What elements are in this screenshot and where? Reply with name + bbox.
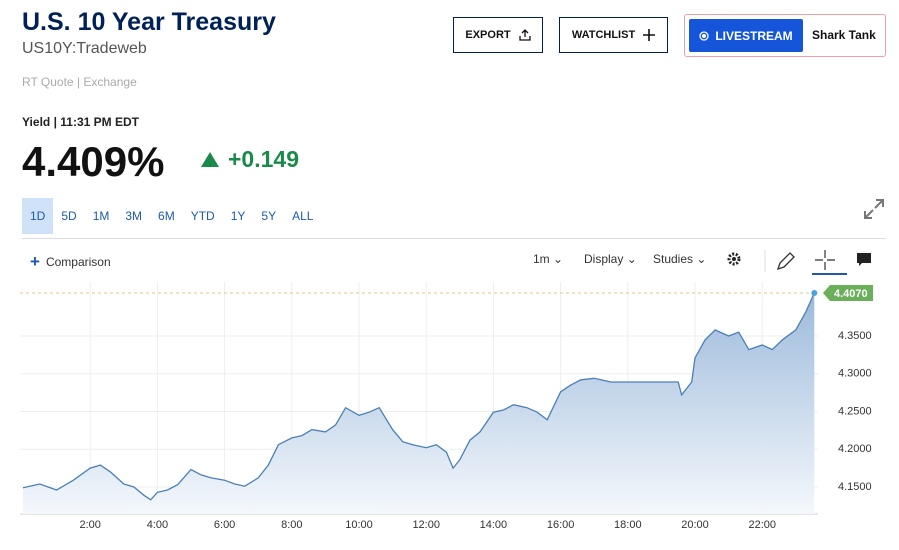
x-tick-label: 10:00: [345, 519, 373, 531]
live-icon: [699, 30, 709, 41]
symbol: US10Y:Tradeweb: [22, 40, 147, 57]
x-tick-label: 22:00: [748, 519, 776, 531]
divider: [22, 238, 886, 239]
interval-menu[interactable]: 1m ⌄: [533, 252, 564, 266]
last-point: [811, 289, 818, 296]
range-tabs: 1D 5D 1M 3M 6M YTD 1Y 5Y ALL: [22, 198, 321, 234]
price: 4.409%: [22, 138, 165, 185]
settings-icon[interactable]: [727, 252, 741, 266]
tool-icons: [727, 250, 871, 275]
range-tab[interactable]: 1Y: [230, 209, 246, 223]
x-tick-label: 6:00: [214, 519, 235, 531]
range-tab[interactable]: 6M: [158, 209, 175, 223]
x-tick-label: 12:00: [412, 519, 440, 531]
x-tick-label: 2:00: [79, 519, 100, 531]
change-value: +0.149: [228, 146, 299, 172]
change: +0.149: [200, 146, 299, 173]
x-tick-label: 20:00: [681, 519, 709, 531]
area: [23, 292, 815, 514]
crosshair-icon[interactable]: [815, 250, 835, 270]
button-label: LIVESTREAM: [715, 28, 793, 43]
x-tick-label: 18:00: [614, 519, 642, 531]
export-button[interactable]: EXPORT: [453, 17, 543, 53]
range-tab[interactable]: 5Y: [261, 209, 277, 223]
range-tab[interactable]: 3M: [125, 209, 143, 223]
quote-label: Yield | 11:31 PM EDT: [22, 115, 139, 129]
show-link[interactable]: Shark Tank: [812, 28, 876, 42]
comparison-label: Comparison: [45, 255, 111, 269]
livestream-box: LIVESTREAM Shark Tank: [684, 14, 886, 57]
livestream-button[interactable]: LIVESTREAM: [689, 19, 803, 52]
range-tab[interactable]: 5D: [61, 209, 77, 223]
export-icon: [518, 29, 531, 41]
expand-icon[interactable]: [862, 197, 886, 221]
studies-menu[interactable]: Studies ⌄: [653, 252, 707, 266]
price-tag-label: 4.4070: [834, 288, 868, 300]
price-tag: [823, 284, 873, 301]
plus-icon: [643, 29, 656, 41]
comparison-button[interactable]: + Comparison: [30, 252, 111, 271]
y-tick-label: 4.3000: [838, 368, 872, 380]
display-label: Display: [584, 252, 624, 266]
button-label: EXPORT: [465, 29, 511, 41]
range-tab[interactable]: 1D: [22, 198, 54, 234]
range-tab[interactable]: 1M: [92, 209, 110, 223]
title: U.S. 10 Year Treasury: [22, 8, 276, 36]
y-tick-label: 4.2500: [838, 405, 872, 417]
watchlist-button[interactable]: WATCHLIST: [559, 17, 668, 53]
range-tab[interactable]: ALL: [292, 209, 314, 223]
y-tick-label: 4.2000: [838, 443, 872, 455]
button-label: WATCHLIST: [571, 29, 636, 41]
studies-label: Studies: [653, 252, 694, 266]
interval-label: 1m: [533, 252, 550, 266]
up-arrow: [201, 152, 219, 167]
x-tick-label: 14:00: [480, 519, 508, 531]
display-menu[interactable]: Display ⌄: [584, 252, 637, 266]
x-tick-label: 16:00: [547, 519, 575, 531]
range-tab[interactable]: YTD: [190, 209, 215, 223]
y-tick-label: 4.3500: [838, 330, 872, 342]
comment-icon[interactable]: [857, 253, 871, 266]
x-tick-label: 4:00: [147, 519, 168, 531]
x-tick-label: 8:00: [281, 519, 302, 531]
y-tick-label: 4.1500: [838, 481, 872, 493]
quote-source: RT Quote | Exchange: [22, 75, 137, 89]
line: [22, 292, 815, 501]
draw-icon[interactable]: [776, 252, 795, 271]
